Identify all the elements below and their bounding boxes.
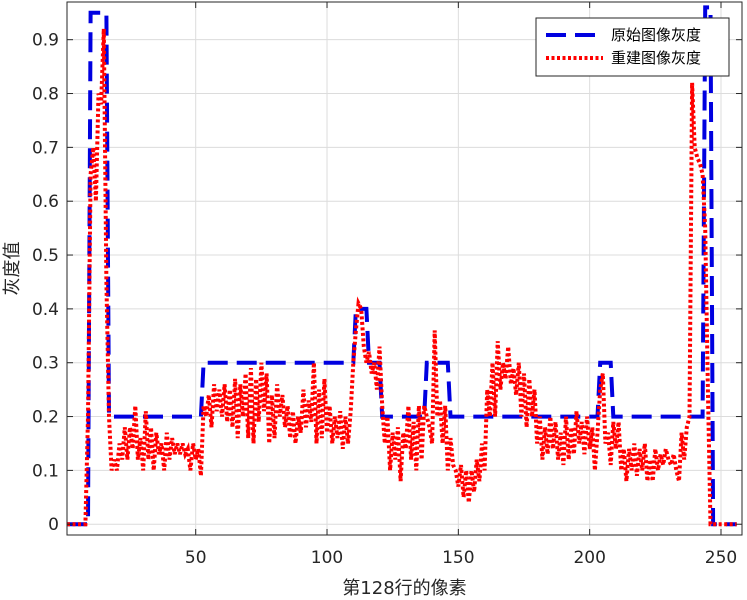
plot-frame — [66, 1, 743, 536]
y-tick-label: 0.5 — [32, 246, 59, 266]
y-tick-label: 0.3 — [32, 354, 59, 374]
y-tick-label: 0.9 — [32, 31, 59, 51]
x-tick-label: 200 — [573, 548, 605, 568]
x-tick-label: 150 — [442, 548, 474, 568]
x-tick-label: 250 — [705, 548, 737, 568]
legend-box — [535, 17, 730, 77]
y-tick-label: 0.6 — [32, 192, 59, 212]
y-tick-label: 0.1 — [32, 461, 59, 481]
y-axis-label: 灰度值 — [2, 242, 23, 296]
legend-label-1: 原始图像灰度 — [611, 26, 701, 44]
y-tick-label: 0 — [48, 515, 59, 535]
series-line-1 — [67, 5, 737, 527]
y-tick-label: 0.4 — [32, 300, 59, 320]
y-tick-label: 0.8 — [32, 85, 59, 105]
series-group — [67, 5, 737, 527]
x-axis-label: 第128行的像素 — [342, 578, 466, 599]
axis-ticks: 50 100 150 200 250 0 0.1 0.2 0.3 0.4 0.5 0.6 0.7 0.8 0… — [32, 2, 742, 568]
series-line-2 — [67, 28, 737, 527]
y-tick-label: 0.2 — [32, 408, 59, 428]
x-tick-label: 100 — [311, 548, 343, 568]
x-tick-label: 50 — [185, 548, 207, 568]
legend-label-2: 重建图像灰度 — [611, 49, 701, 67]
y-tick-label: 0.7 — [32, 138, 59, 158]
grid — [67, 2, 742, 535]
